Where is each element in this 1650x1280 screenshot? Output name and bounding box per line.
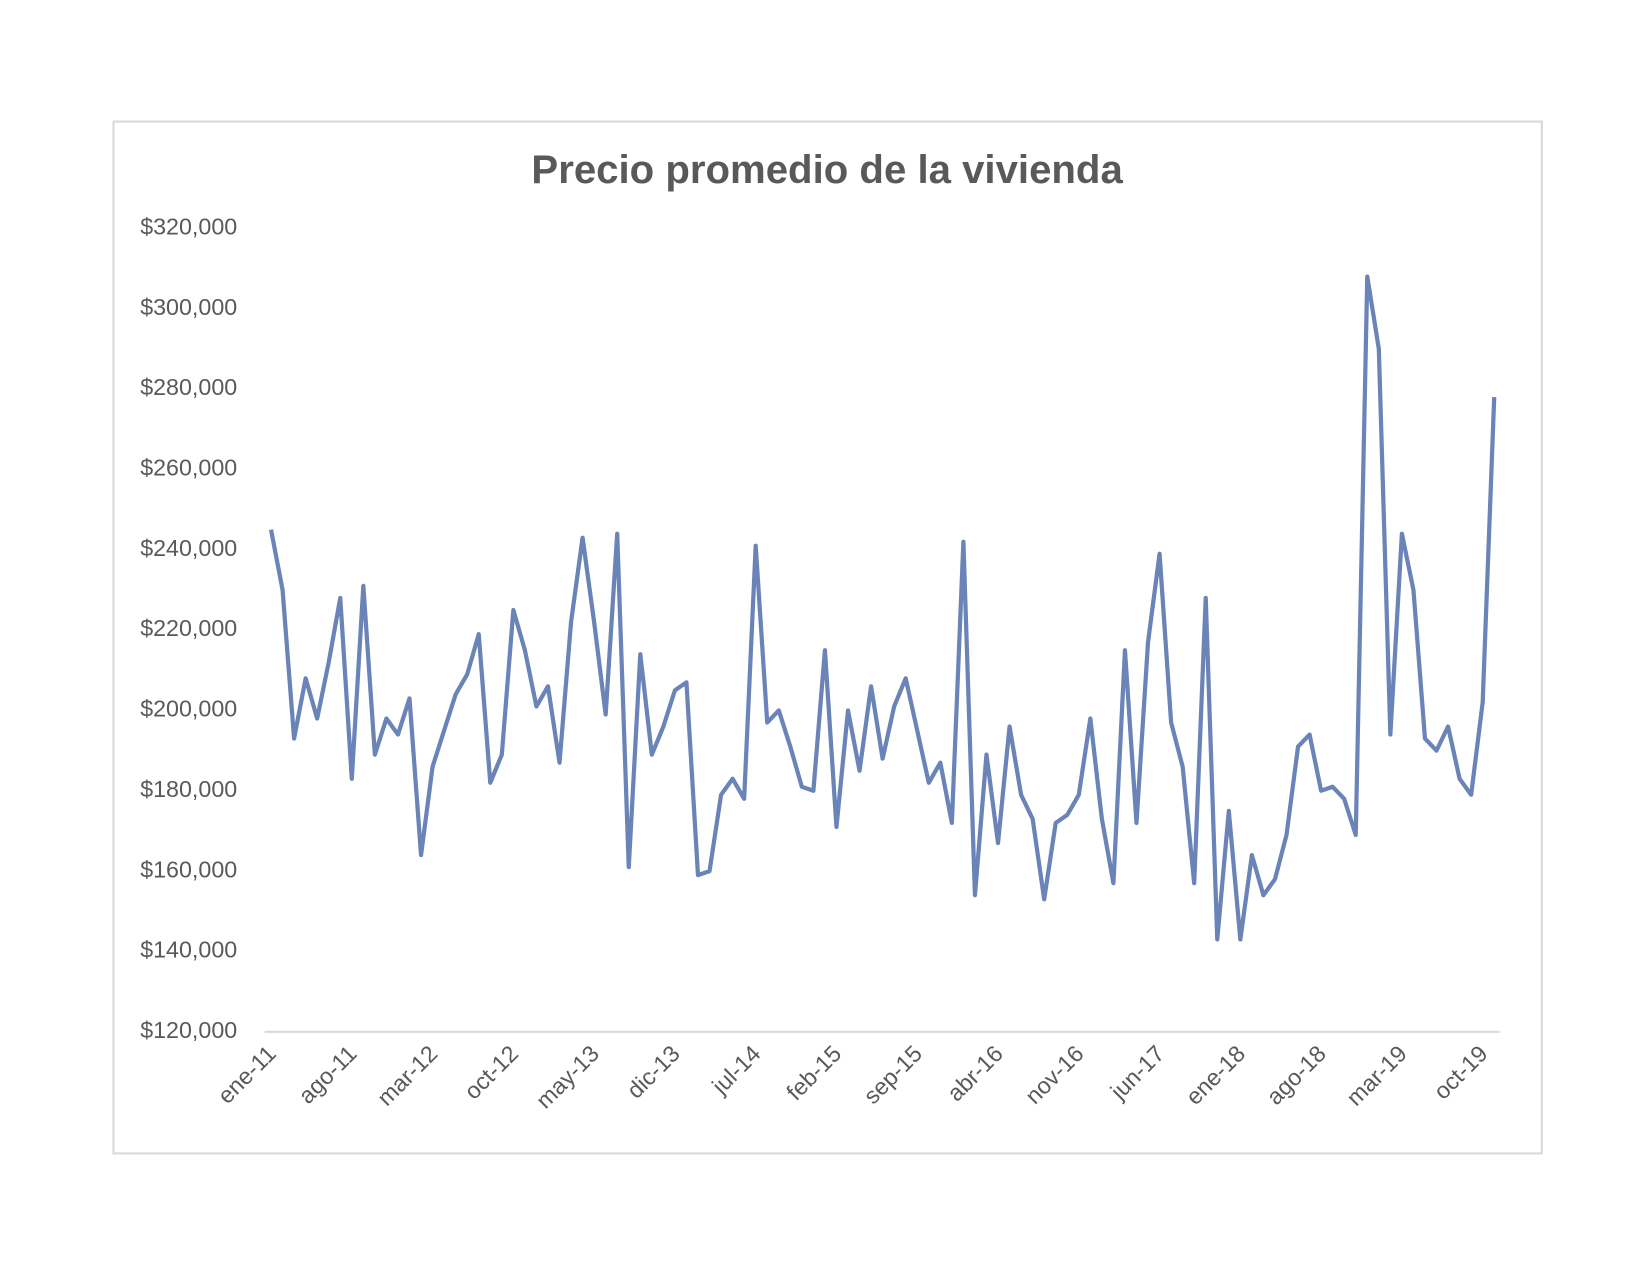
y-tick-label: $220,000: [140, 615, 237, 641]
data-line: [268, 274, 1497, 942]
y-tick-label: $320,000: [140, 213, 237, 239]
y-tick-label: $200,000: [140, 696, 237, 722]
y-tick-label: $280,000: [140, 374, 237, 400]
y-tick-label: $260,000: [140, 455, 237, 481]
y-tick-label: $300,000: [140, 294, 237, 320]
chart-border: [112, 120, 1543, 1155]
y-tick-label: $140,000: [140, 937, 237, 963]
y-tick-label: $160,000: [140, 856, 237, 882]
y-tick-label: $120,000: [140, 1017, 237, 1043]
y-tick-label: $240,000: [140, 535, 237, 561]
y-tick-label: $180,000: [140, 776, 237, 802]
chart-title: Precio promedio de la vivienda: [531, 147, 1123, 192]
